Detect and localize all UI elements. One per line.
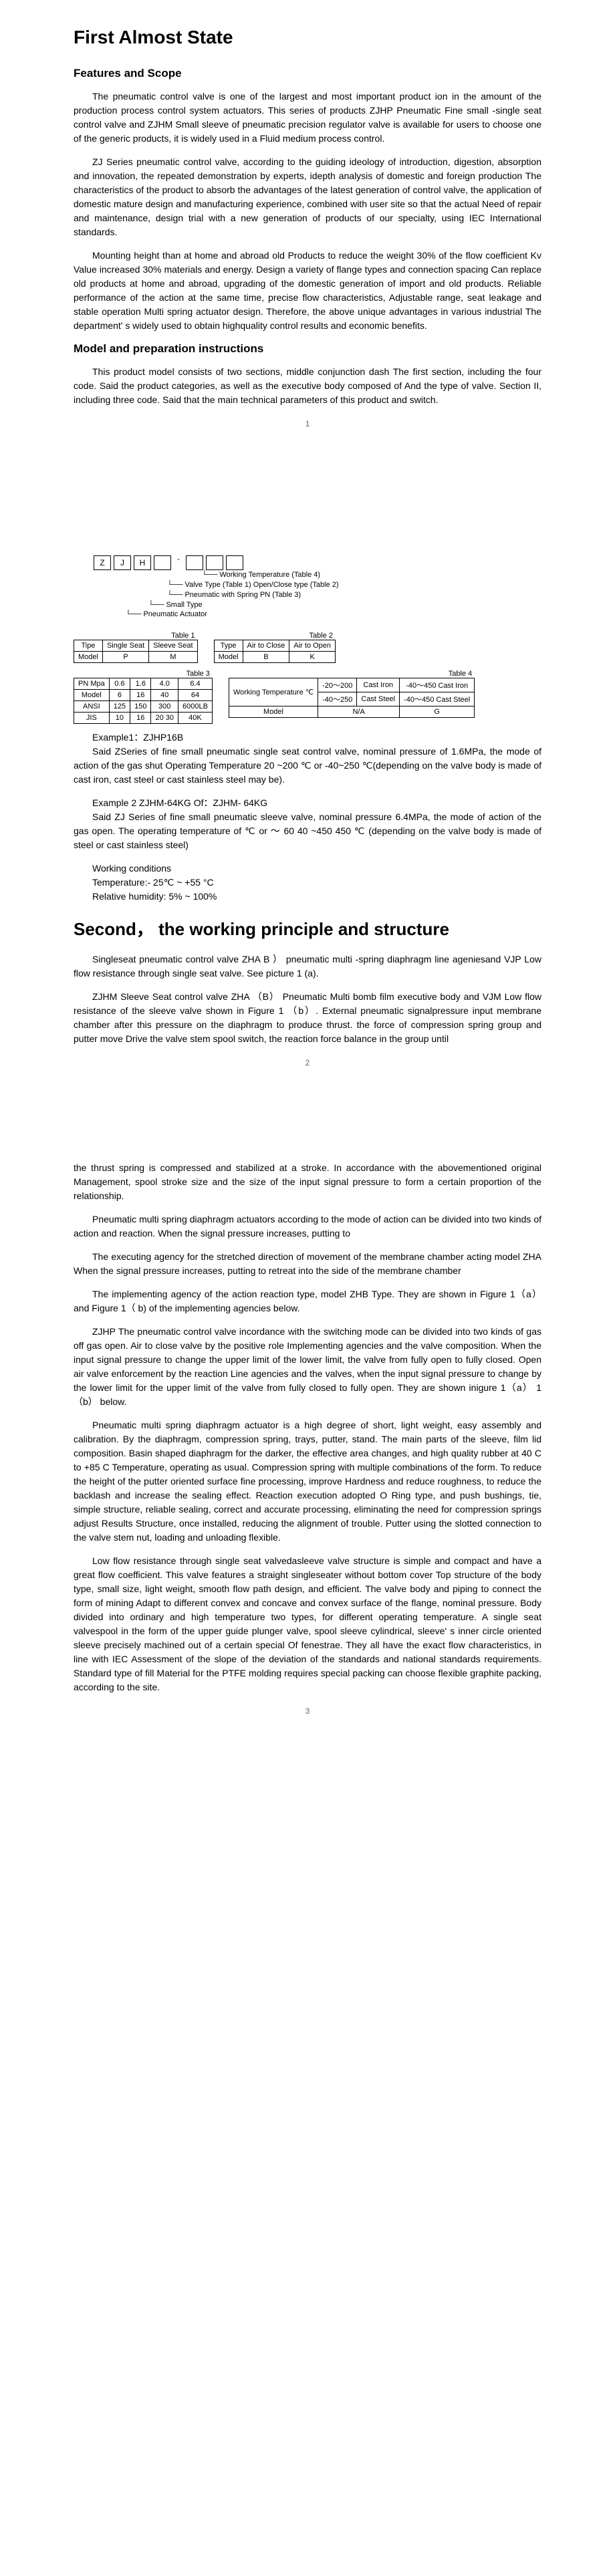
diag-label-4: Pneumatic Actuator xyxy=(143,610,207,618)
page-number-3: 3 xyxy=(74,1706,541,1716)
example1-body: Said ZSeries of fine small pneumatic sin… xyxy=(74,745,541,787)
diag-box-5 xyxy=(206,555,223,570)
sub-features: Features and Scope xyxy=(74,67,541,80)
table2-caption: Table 2 xyxy=(214,632,336,640)
sec2-para-7: ZJHP The pneumatic control valve incorda… xyxy=(74,1325,541,1409)
page-title-1: First Almost State xyxy=(74,27,541,48)
sec2-para-4: Pneumatic multi spring diaphragm actuato… xyxy=(74,1212,541,1241)
table3-caption: Table 3 xyxy=(74,670,213,678)
page-number-1: 1 xyxy=(74,419,541,428)
model-diagram: Z J H - └── Working Temperature (Table 4… xyxy=(94,555,541,620)
example2-body: Said ZJ Series of fine small pneumatic s… xyxy=(74,810,541,852)
table-4: Working Temperature ℃-20～200Cast Iron-40… xyxy=(229,678,475,718)
diag-label-3: Small Type xyxy=(166,601,202,609)
diag-box-3 xyxy=(154,555,171,570)
sec2-para-8: Pneumatic multi spring diaphragm actuato… xyxy=(74,1418,541,1545)
sub-model: Model and preparation instructions xyxy=(74,342,541,356)
working-conditions-heading: Working conditions xyxy=(92,862,541,876)
working-conditions-temp: Temperature:- 25℃ ~ +55 °C xyxy=(92,876,541,890)
example2-label: Example 2 ZJHM-64KG Of：ZJHM- 64KG xyxy=(74,796,541,810)
page-number-2: 2 xyxy=(74,1058,541,1067)
table1-caption: Table 1 xyxy=(74,632,198,640)
sec2-para-9: Low flow resistance through single seat … xyxy=(74,1554,541,1694)
sec2-para-2: ZJHM Sleeve Seat control valve ZHA （B） P… xyxy=(74,990,541,1046)
diag-label-1: Valve Type (Table 1) Open/Close type (Ta… xyxy=(184,581,338,589)
diag-box-6 xyxy=(226,555,243,570)
diag-box-4 xyxy=(186,555,203,570)
para-1: The pneumatic control valve is one of th… xyxy=(74,90,541,146)
diag-box-z: Z xyxy=(94,555,111,570)
sec2-para-1: Singleseat pneumatic control valve ZHA B… xyxy=(74,952,541,981)
para-4: This product model consists of two secti… xyxy=(74,365,541,407)
table-3: PN Mpa0.61.64.06.4 Model6164064 ANSI1251… xyxy=(74,678,213,724)
table4-caption: Table 4 xyxy=(229,670,475,678)
table-1: TipeSingle SeatSleeve Seat ModelPM xyxy=(74,640,198,663)
diag-box-j: J xyxy=(114,555,131,570)
sec2-para-3: the thrust spring is compressed and stab… xyxy=(74,1161,541,1203)
table-2: TypeAir to CloseAir to Open ModelBK xyxy=(214,640,336,663)
page-title-2: Second， the working principle and struct… xyxy=(74,916,541,940)
diag-label-2: Pneumatic with Spring PN (Table 3) xyxy=(184,591,301,599)
example1-label: Example1：ZJHP16B xyxy=(74,731,541,745)
diag-box-h: H xyxy=(134,555,151,570)
diag-label-0: Working Temperature (Table 4) xyxy=(219,571,320,579)
working-conditions-humidity: Relative humidity: 5% ~ 100% xyxy=(92,890,541,904)
sec2-para-5: The executing agency for the stretched d… xyxy=(74,1250,541,1278)
para-3: Mounting height than at home and abroad … xyxy=(74,249,541,333)
sec2-para-6: The implementing agency of the action re… xyxy=(74,1287,541,1315)
para-2: ZJ Series pneumatic control valve, accor… xyxy=(74,155,541,239)
